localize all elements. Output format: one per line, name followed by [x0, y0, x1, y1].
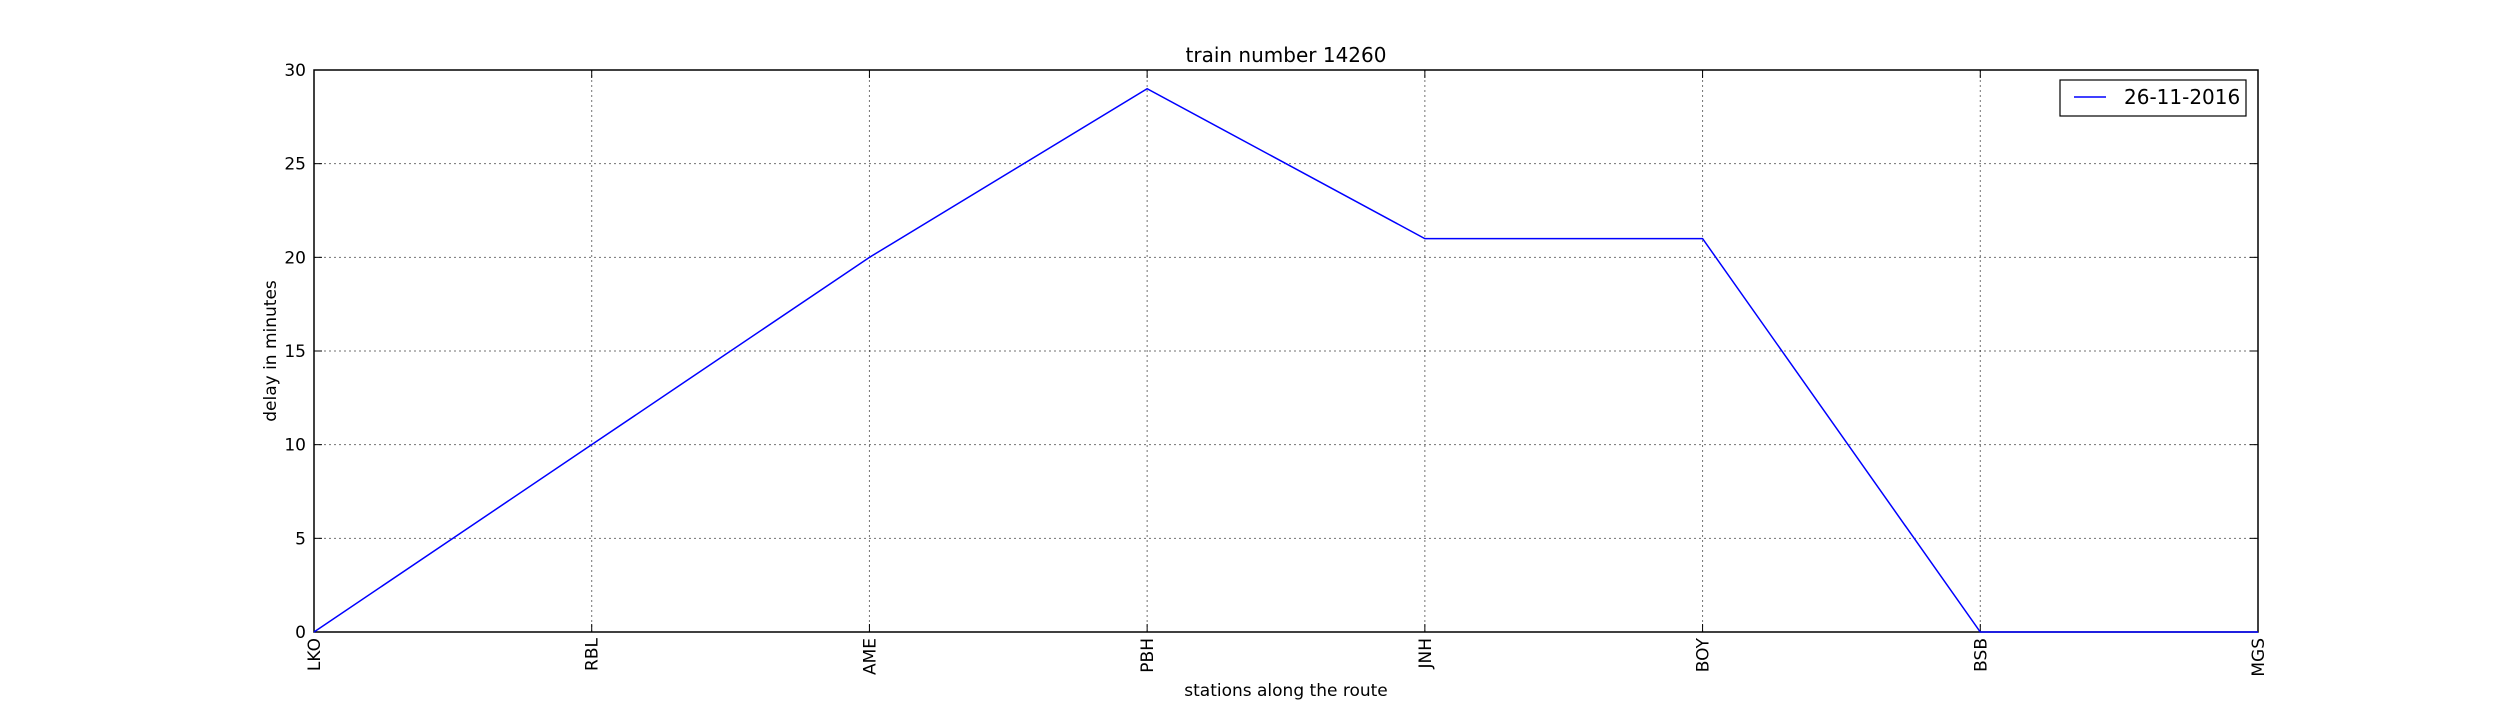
x-tick-label: BSB: [1971, 638, 1991, 672]
legend: 26-11-2016: [2060, 80, 2246, 116]
y-tick-label: 20: [284, 248, 306, 268]
x-tick-label: RBL: [583, 637, 603, 670]
y-tick-label: 5: [295, 529, 306, 549]
series: [314, 89, 2258, 632]
legend-label: 26-11-2016: [2124, 85, 2240, 109]
y-axis-title: delay in minutes: [261, 280, 281, 422]
x-axis-title: stations along the route: [1184, 681, 1388, 700]
y-tick-label: 15: [284, 342, 306, 362]
x-tick-label: BOY: [1694, 637, 1714, 672]
series-line: [314, 89, 2258, 632]
grid: [314, 70, 2258, 632]
x-tick-label: MGS: [2249, 638, 2269, 677]
x-tick-label: JNH: [1416, 638, 1436, 670]
x-tick-label: LKO: [305, 638, 325, 671]
y-tick-label: 30: [284, 61, 306, 81]
x-tick-label: AME: [860, 638, 880, 675]
chart-title: train number 14260: [1186, 43, 1387, 67]
y-tick-label: 25: [284, 155, 306, 175]
x-tick-label: PBH: [1138, 638, 1158, 673]
y-tick-label: 10: [284, 436, 306, 456]
